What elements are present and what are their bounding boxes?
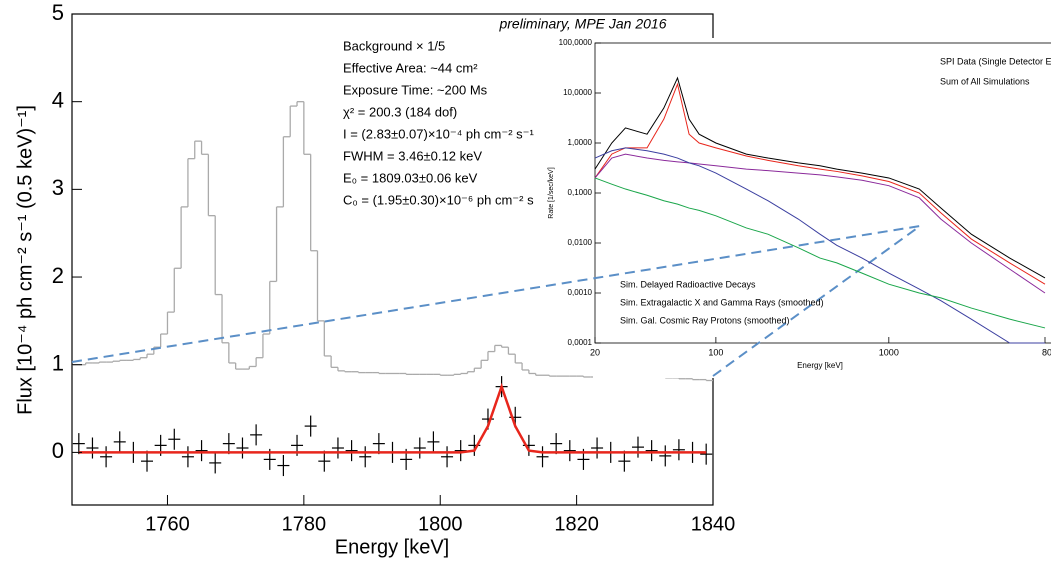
inset-y-tick-label: 1,0000 xyxy=(568,138,593,147)
annotation: χ² = 200.3 (184 dof) xyxy=(343,104,457,119)
y-tick-label: 5 xyxy=(52,0,64,25)
inset-x-tick-label: 100 xyxy=(708,347,723,357)
inset-y-tick-label: 0,1000 xyxy=(568,188,593,197)
inset-x-label: Energy [keV] xyxy=(797,361,843,370)
annotation: Exposure Time: ~200 Ms xyxy=(343,82,488,97)
inset-y-label: Rate [1/sec/keV] xyxy=(548,167,555,218)
x-axis-label: Energy [keV] xyxy=(335,536,450,558)
legend-entry: Sim. Gal. Cosmic Ray Protons (smoothed) xyxy=(620,315,790,325)
inset-line xyxy=(594,76,1046,279)
annotation: E₀ = 1809.03±0.06 keV xyxy=(343,170,478,185)
y-tick-label: 2 xyxy=(52,263,64,288)
x-tick-label: 1840 xyxy=(691,513,736,535)
legend-entry: SPI Data (Single Detector Events) xyxy=(940,56,1051,66)
inset-line xyxy=(594,153,1046,294)
annotation: I = (2.83±0.07)×10⁻⁴ ph cm⁻² s⁻¹ xyxy=(343,126,535,141)
inset-x-tick-label: 20 xyxy=(590,347,600,357)
inset-y-tick-label: 0,0100 xyxy=(568,238,593,247)
inset-y-tick-label: 0,0010 xyxy=(568,288,593,297)
annotation: FWHM = 3.46±0.12 keV xyxy=(343,148,482,163)
annotation: Background × 1/5 xyxy=(343,38,445,53)
inset-y-tick-label: 0,0001 xyxy=(568,338,593,347)
x-tick-label: 1800 xyxy=(418,513,463,535)
inset-background xyxy=(593,38,1051,378)
legend-entry: Sim. Extragalactic X and Gamma Rays (smo… xyxy=(620,297,824,307)
y-tick-label: 1 xyxy=(52,351,64,376)
x-tick-label: 1760 xyxy=(145,513,190,535)
y-tick-label: 0 xyxy=(52,438,64,463)
x-tick-label: 1780 xyxy=(282,513,327,535)
y-tick-label: 4 xyxy=(52,87,64,112)
inset-x-tick-label: 1000 xyxy=(879,347,899,357)
inset-x-tick-label: 8000 xyxy=(1042,347,1051,357)
y-tick-label: 3 xyxy=(52,175,64,200)
zoom-connector xyxy=(712,225,921,377)
legend-entry: Sum of All Simulations xyxy=(940,76,1030,86)
annotation: C₀ = (1.95±0.30)×10⁻⁶ ph cm⁻² s xyxy=(343,192,534,207)
inset-y-tick-label: 100,0000 xyxy=(559,38,593,47)
x-tick-label: 1820 xyxy=(554,513,599,535)
model-line xyxy=(78,382,707,454)
inset-line xyxy=(594,177,1046,329)
inset-line xyxy=(594,82,1046,285)
inset-line xyxy=(594,147,1045,344)
y-axis-label: Flux [10⁻⁴ ph cm⁻² s⁻¹ (0.5 keV)⁻¹] xyxy=(14,105,36,415)
inset-title: preliminary, MPE Jan 2016 xyxy=(498,16,666,32)
legend-entry: Sim. Delayed Radioactive Decays xyxy=(620,279,756,289)
annotation: Effective Area: ~44 cm² xyxy=(343,60,478,75)
inset-y-tick-label: 10,0000 xyxy=(563,88,592,97)
